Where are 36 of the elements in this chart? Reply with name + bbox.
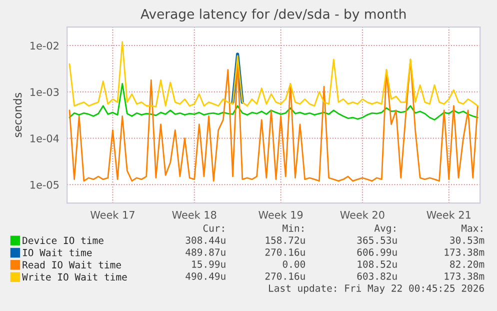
text: 270.16u [265,272,305,280]
y-tick-label: 1e-05 [30,180,59,189]
y-tick-label: 1e-04 [30,134,59,142]
text: Max: [462,224,482,232]
text: Cur: [203,224,224,232]
text: 606.99u [357,248,397,256]
text: 158.72u [266,236,305,244]
legend-label: IO Wait time [22,248,92,256]
y-axis-title: seconds [13,92,22,138]
x-tick-label: Week 17 [90,210,134,219]
text: 173.38m [444,248,484,256]
text: Min: [282,224,304,232]
legend-label: Write IO Wait time [22,273,127,281]
text: 0.00 [282,260,306,268]
text: 603.82u [357,272,397,280]
text: 108.52u [358,260,397,268]
text: 82.20m [450,260,484,268]
x-tick-label: Week 19 [258,210,303,219]
y-tick-label: 1e-03 [30,88,59,96]
text: 173.38m [444,272,484,280]
text: 490.49u [186,272,226,280]
x-tick-label: Week 18 [172,210,216,219]
legend-label: Read IO Wait time [22,260,121,268]
text: 270.16u [265,248,305,256]
chart-title: Average latency for /dev/sda - by month [140,8,406,22]
x-tick-label: Week 21 [426,210,470,219]
text: 30.53m [450,236,484,244]
y-tick-label: 1e-02 [30,42,58,50]
legend-label: Device IO time [22,236,104,244]
text: Avg: [374,224,396,234]
x-tick-label: Week 20 [340,210,384,219]
text: 15.99u [192,260,226,268]
text: Last update: Fri May 22 00:45:25 2026 [269,284,484,294]
text: 365.53u [357,236,397,244]
text: 308.44u [186,236,226,244]
text: 489.87u [186,248,226,256]
